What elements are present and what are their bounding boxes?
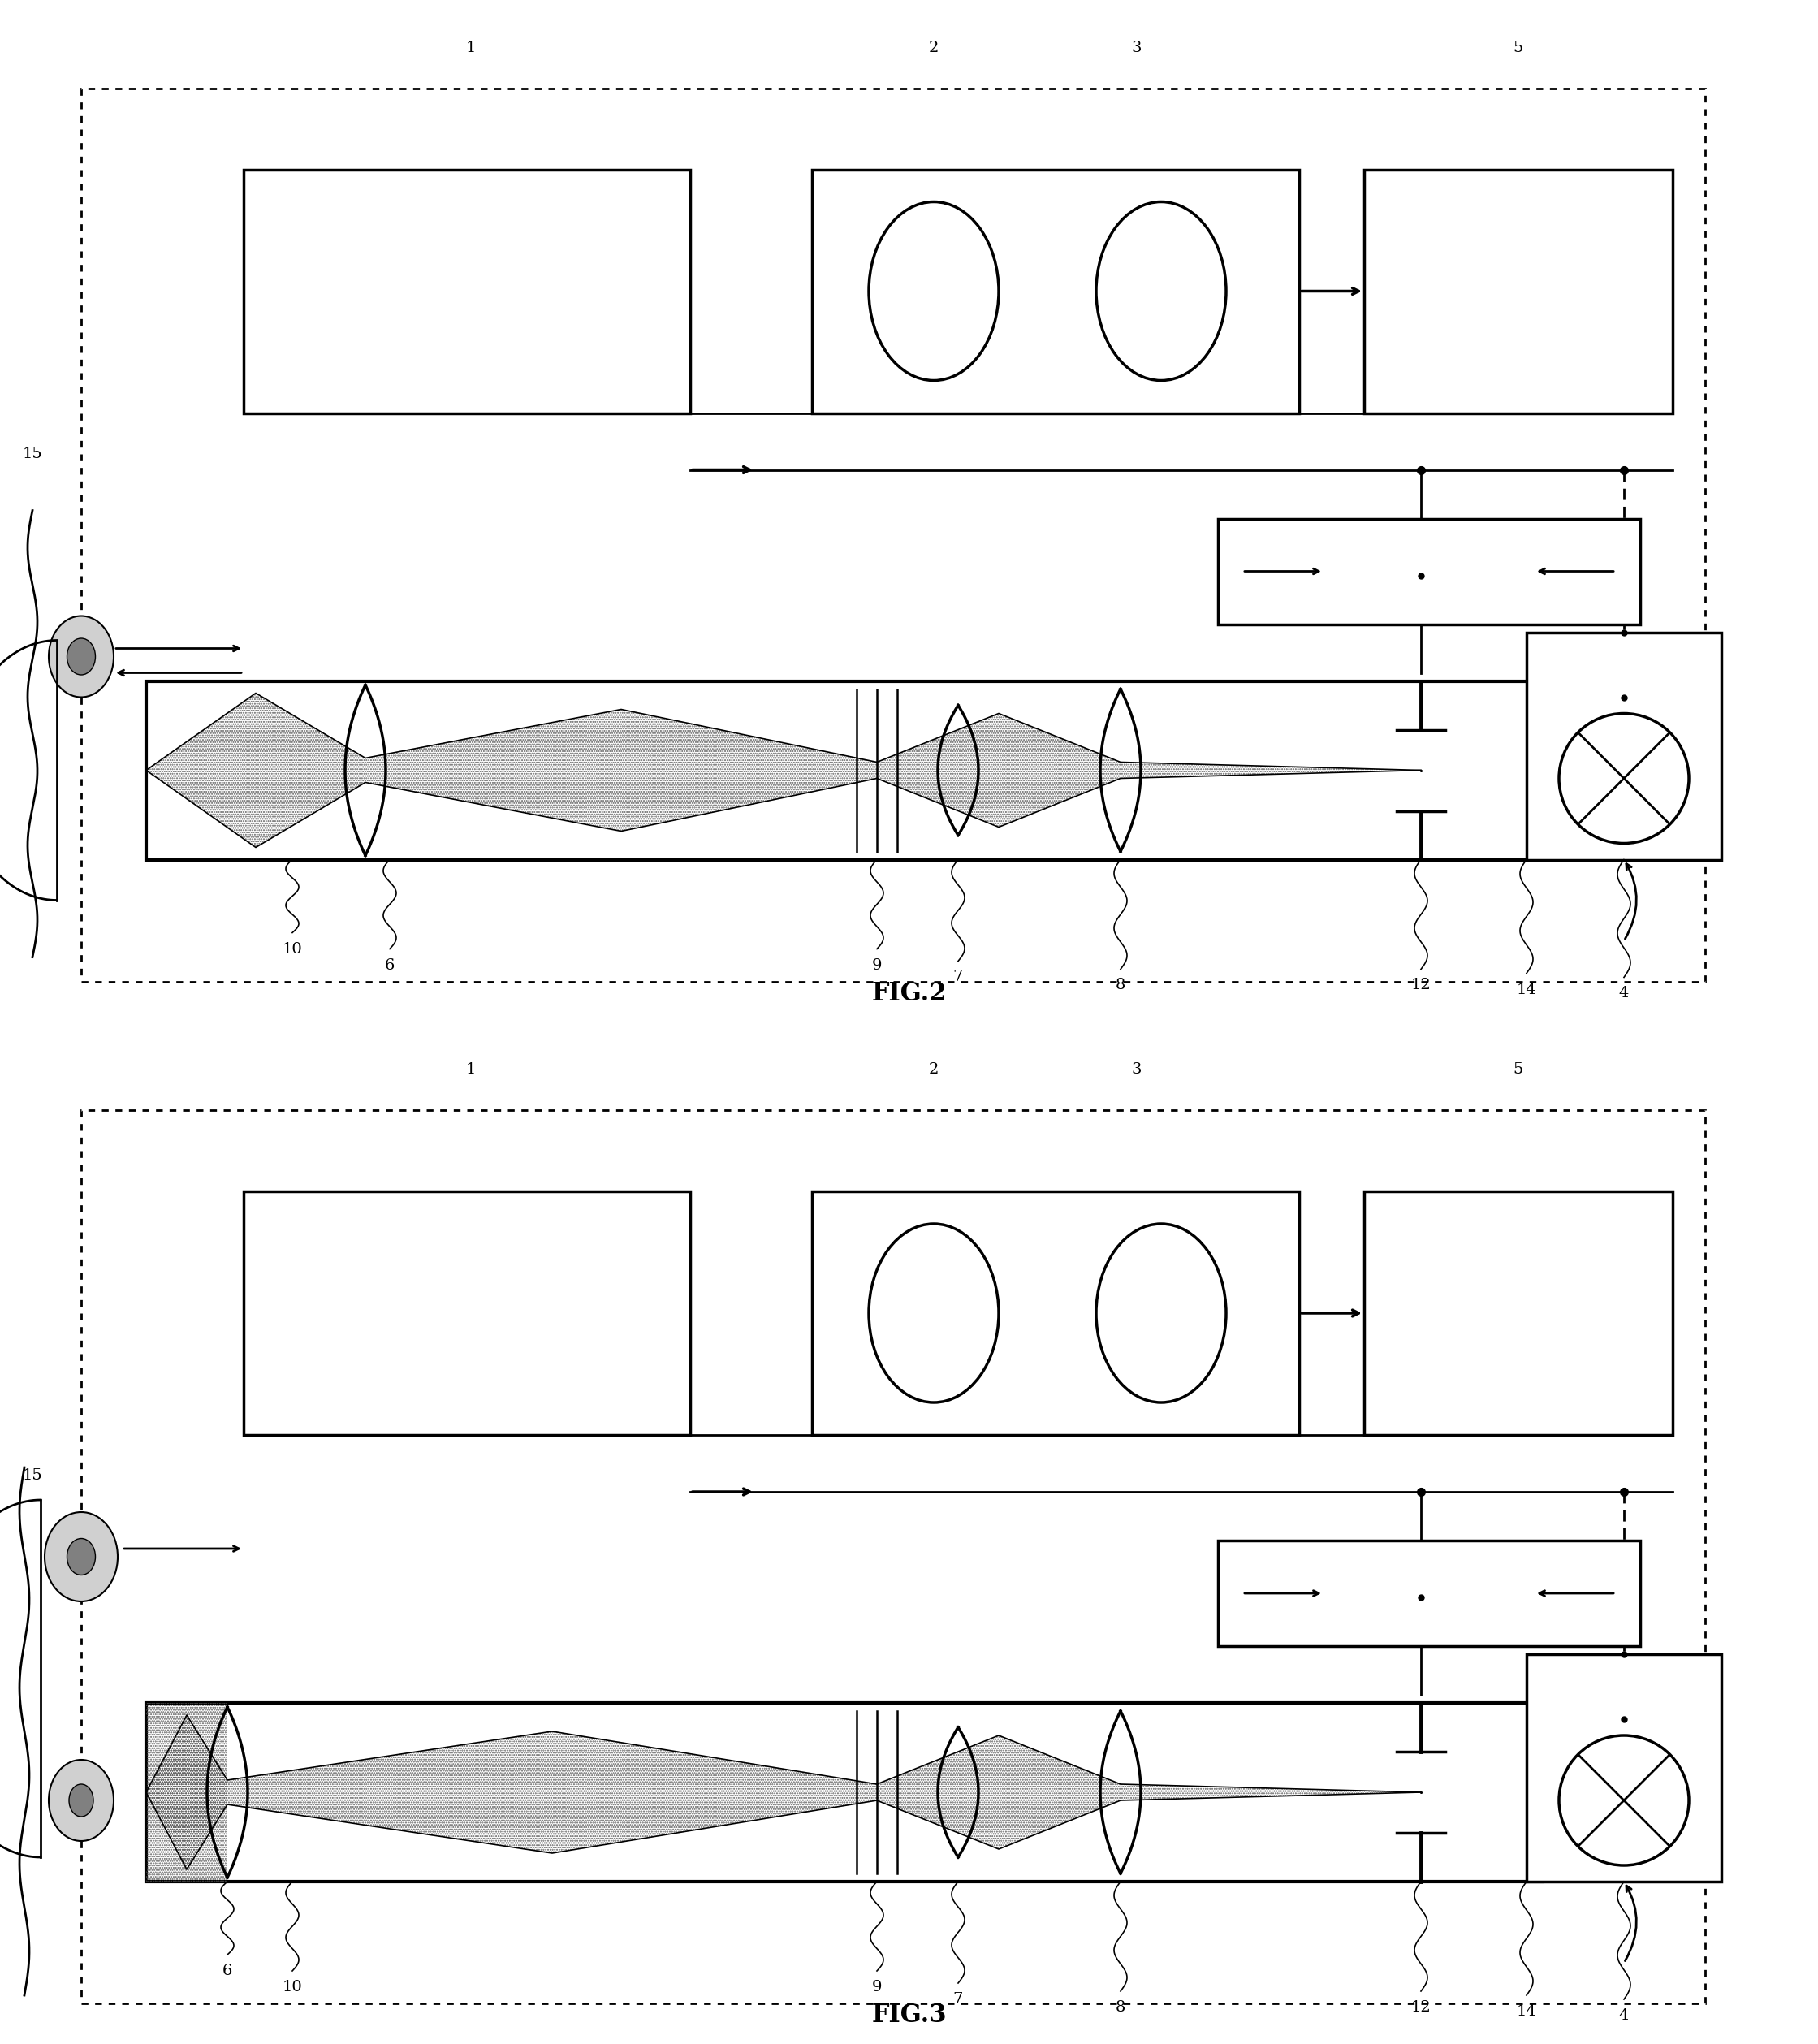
Bar [82, 88, 1705, 981]
Text: 4: 4 [1618, 987, 1629, 1002]
Bar [145, 1703, 1543, 1883]
Text: 10: 10 [282, 942, 302, 957]
Bar [1218, 1541, 1640, 1645]
Ellipse shape [49, 1760, 115, 1842]
Text: 5: 5 [1513, 41, 1523, 55]
Ellipse shape [869, 1224, 998, 1402]
Text: 8: 8 [1116, 979, 1125, 993]
Ellipse shape [69, 1784, 93, 1817]
Bar [244, 1192, 691, 1435]
Text: 15: 15 [22, 446, 42, 460]
Text: 7: 7 [953, 971, 964, 985]
Bar [145, 681, 1543, 861]
Text: 3: 3 [1131, 1063, 1142, 1077]
Ellipse shape [67, 1539, 95, 1576]
Circle shape [1560, 713, 1689, 844]
Polygon shape [145, 1715, 1422, 1870]
Bar [1364, 170, 1673, 413]
Text: 12: 12 [1411, 979, 1431, 993]
Text: 14: 14 [1516, 2005, 1536, 2019]
Ellipse shape [67, 638, 95, 675]
Text: 5: 5 [1513, 1063, 1523, 1077]
Text: 10: 10 [282, 1981, 302, 1995]
Bar [813, 1192, 1300, 1435]
Bar [1364, 1192, 1673, 1435]
Text: FIG.2: FIG.2 [871, 981, 947, 1006]
Polygon shape [145, 693, 1422, 848]
Bar [1527, 632, 1722, 861]
Bar [82, 1110, 1705, 2003]
Text: 15: 15 [22, 1468, 42, 1482]
Bar [1527, 1654, 1722, 1883]
Text: 9: 9 [873, 1981, 882, 1995]
Bar [1218, 519, 1640, 623]
Text: 12: 12 [1411, 2001, 1431, 2015]
Bar [813, 170, 1300, 413]
Text: 8: 8 [1116, 2001, 1125, 2015]
Polygon shape [145, 1703, 227, 1883]
Ellipse shape [1096, 202, 1225, 380]
Text: 14: 14 [1516, 983, 1536, 997]
Ellipse shape [45, 1513, 118, 1600]
Text: 4: 4 [1618, 2009, 1629, 2024]
Text: FIG.3: FIG.3 [871, 2003, 947, 2028]
Ellipse shape [49, 615, 115, 697]
Text: 6: 6 [222, 1964, 233, 1979]
Circle shape [1560, 1735, 1689, 1866]
Ellipse shape [1096, 1224, 1225, 1402]
Text: 6: 6 [385, 959, 395, 973]
Text: 1: 1 [465, 1063, 476, 1077]
Text: 1: 1 [465, 41, 476, 55]
Text: 3: 3 [1131, 41, 1142, 55]
Text: 7: 7 [953, 1993, 964, 2007]
Text: 2: 2 [929, 41, 938, 55]
Text: 2: 2 [929, 1063, 938, 1077]
Bar [244, 170, 691, 413]
Ellipse shape [869, 202, 998, 380]
Text: 9: 9 [873, 959, 882, 973]
